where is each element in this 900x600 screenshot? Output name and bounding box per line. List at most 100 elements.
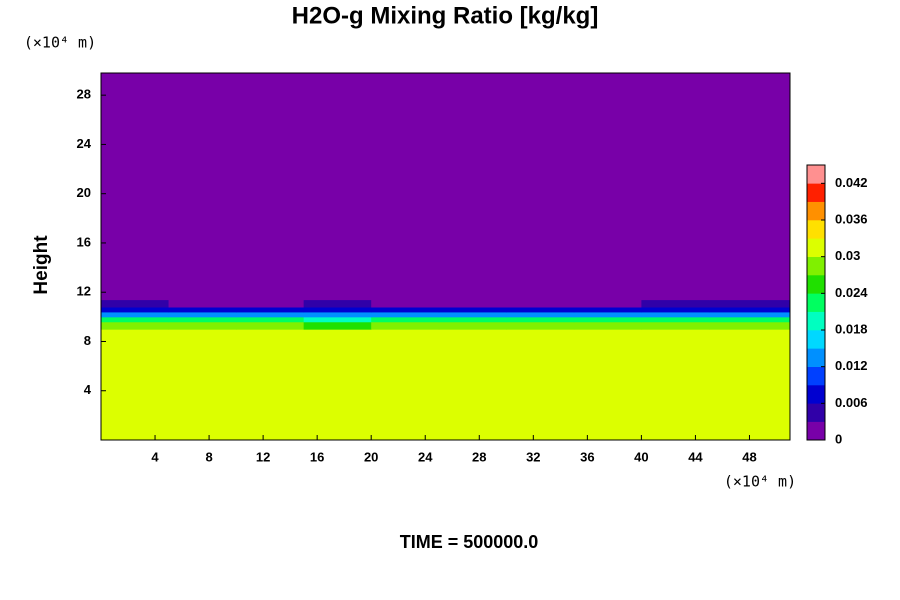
heat-cell [303,329,372,441]
heat-cell [506,306,575,313]
colorbar-tick-label: 0 [835,431,842,446]
heat-cell [573,329,642,441]
heat-cell [438,311,507,318]
heat-cell [236,299,305,308]
heat-cell [641,306,710,313]
colorbar-band [807,421,825,441]
time-label: TIME = 500000.0 [400,532,539,552]
heat-cell [641,73,710,301]
heat-cell [303,311,372,318]
heat-cell [573,299,642,308]
heat-cell [303,321,372,330]
colorbar-band [807,330,825,349]
x-tick-label: 12 [256,449,270,464]
heat-cell [641,311,710,318]
colorbar-band [807,220,825,239]
colorbar-band [807,183,825,202]
heat-cell [641,299,710,308]
colorbar-band [807,165,825,184]
heat-cell [101,73,170,301]
colorbar-tick-label: 0.006 [835,395,868,410]
y-tick-label: 8 [84,333,91,348]
heat-cell [371,299,440,308]
colorbar-frame [806,164,826,441]
heat-cell [708,311,791,318]
heat-cell [101,321,170,330]
heat-cell [371,329,440,441]
heat-cell [168,321,237,330]
colorbar-band [807,275,825,294]
colorbar-band [807,201,825,221]
colorbar-tick-label: 0.03 [835,248,860,263]
x-tick-label: 16 [310,449,324,464]
colorbar-band [807,238,825,257]
y-tick-label: 24 [77,136,92,151]
heat-cell [371,306,440,313]
x-tick-label: 48 [742,449,756,464]
heat-cell [168,311,237,318]
heat-cell [573,321,642,330]
colorbar-band [807,348,825,367]
heat-cell [236,321,305,330]
heat-cell [236,329,305,441]
colorbar-band [807,366,825,386]
heat-cell [438,299,507,308]
plot-frame [100,72,791,441]
heat-cell [168,329,237,441]
colorbar-band [807,256,825,276]
y-unit: (×10⁴ m) [24,34,96,52]
heat-cell [101,329,170,441]
heat-cell [371,321,440,330]
heat-cell [168,299,237,308]
heat-cell [303,306,372,313]
y-tick-label: 28 [77,87,91,102]
heat-cell [236,306,305,313]
x-tick-label: 44 [688,449,703,464]
heat-cell [708,73,791,301]
colorbar-tick-label: 0.018 [835,321,868,336]
heat-cell [303,299,372,308]
heat-cell [438,321,507,330]
y-tick-label: 16 [77,234,91,249]
y-tick-label: 4 [84,382,92,397]
heat-cell [236,73,305,301]
heat-cell [303,73,372,301]
heat-cell [506,321,575,330]
y-axis-label: Height [31,235,52,295]
colorbar-band [807,293,825,312]
colorbar-band [807,311,825,331]
heat-cell [303,316,372,323]
x-tick-label: 4 [151,449,159,464]
heat-cell [168,316,237,323]
heat-cell [506,73,575,301]
x-tick-label: 24 [418,449,433,464]
heat-cell [371,73,440,301]
heat-cell [236,311,305,318]
heat-cell [168,306,237,313]
heat-cell [101,311,170,318]
heat-cell [101,299,170,308]
x-tick-label: 20 [364,449,378,464]
heat-cell [573,306,642,313]
colorbar-tick-label: 0.024 [835,285,868,300]
heat-cell [168,73,237,301]
heat-cell [438,73,507,301]
x-tick-label: 36 [580,449,594,464]
colorbar-band [807,385,825,404]
heat-cell [641,321,710,330]
heat-cell [573,316,642,323]
heat-cell [506,329,575,441]
heat-cell [506,316,575,323]
x-tick-label: 28 [472,449,486,464]
heat-cell [101,306,170,313]
heat-cell [438,329,507,441]
heat-cell [236,316,305,323]
heat-cell [573,73,642,301]
heat-cell [506,299,575,308]
x-tick-label: 32 [526,449,540,464]
heat-cell [641,329,710,441]
y-tick-label: 20 [77,185,91,200]
x-tick-label: 40 [634,449,648,464]
colorbar-band [807,403,825,422]
